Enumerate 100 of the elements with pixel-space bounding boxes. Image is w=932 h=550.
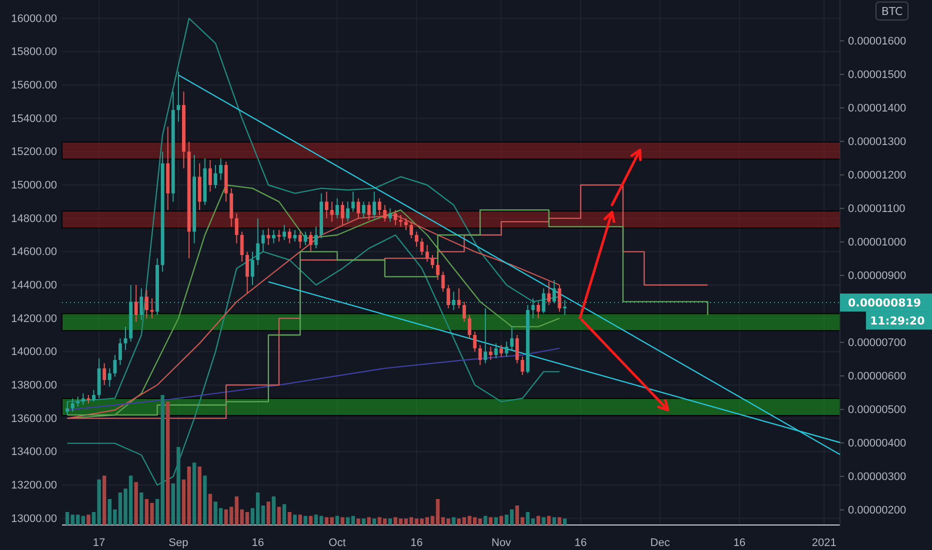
bar — [102, 476, 106, 525]
candlestick — [478, 344, 482, 366]
y2-tick-label: 0.00000500 — [848, 404, 906, 416]
candlestick — [288, 228, 292, 244]
x-tick-label: 16 — [574, 537, 587, 550]
candlestick — [298, 231, 302, 249]
candlestick — [394, 210, 398, 226]
y2-tick-label: 0.00000900 — [848, 270, 906, 282]
y2-tick-label: 0.00000600 — [848, 370, 906, 382]
candlestick — [500, 344, 503, 358]
candlestick — [246, 251, 249, 294]
bar — [542, 517, 546, 525]
candlestick — [420, 238, 424, 256]
bar — [266, 502, 270, 525]
candlestick — [462, 301, 466, 322]
candlestick — [76, 396, 80, 408]
candlestick — [362, 201, 366, 219]
candlestick — [250, 251, 254, 286]
y-tick-label: 16000.00 — [11, 12, 57, 25]
bar — [86, 514, 90, 525]
y-tick-label: 13200.00 — [11, 480, 57, 492]
x-tick-label: Sep — [168, 537, 188, 550]
bar — [452, 517, 456, 525]
y2-tick-label: 0.00000400 — [848, 437, 906, 450]
bar — [494, 517, 498, 525]
candlestick — [256, 218, 260, 266]
x-tick-label: 16 — [410, 537, 423, 550]
bar — [203, 476, 207, 525]
candlestick — [330, 201, 334, 222]
y-tick-label: 14800.00 — [11, 212, 57, 225]
candlestick — [92, 390, 96, 402]
candlestick — [314, 226, 318, 249]
x-tick-label: 16 — [252, 537, 264, 550]
candlestick — [367, 201, 371, 220]
bar — [277, 506, 281, 525]
candlestick — [356, 198, 360, 219]
candlestick — [404, 218, 408, 230]
y-tick-label: 14000.00 — [11, 346, 57, 358]
bar — [261, 506, 265, 525]
bar — [362, 518, 366, 525]
line-series — [66, 234, 560, 486]
y2-tick-label: 0.00001300 — [848, 136, 906, 148]
candlestick — [81, 392, 85, 406]
candlestick — [436, 261, 440, 280]
candlestick — [425, 244, 429, 262]
bar — [134, 482, 138, 525]
bar — [372, 518, 376, 525]
candlestick — [383, 204, 387, 222]
candlestick — [504, 341, 508, 358]
bar — [282, 504, 286, 525]
x-tick-label: 16 — [733, 537, 746, 550]
y-tick-label: 13600.00 — [11, 412, 57, 425]
bar — [388, 518, 392, 525]
bar — [547, 516, 551, 525]
candlestick — [335, 198, 339, 219]
candlestick — [324, 191, 328, 219]
bar — [499, 516, 504, 525]
bar — [340, 517, 344, 525]
x-tick-label: Dec — [650, 537, 670, 550]
candlestick — [515, 334, 519, 364]
candlestick — [266, 228, 270, 246]
x-tick-label: 17 — [92, 537, 106, 550]
candlestick — [304, 231, 308, 246]
candlestick — [536, 301, 540, 319]
bar — [488, 517, 493, 525]
y2-tick-label: 0.00001100 — [848, 202, 906, 215]
bar — [288, 512, 292, 525]
bar — [552, 517, 556, 525]
bar — [356, 518, 360, 525]
y2-tick-label: 0.00001500 — [848, 68, 906, 81]
bar — [208, 494, 212, 525]
y-tick-label: 13800.00 — [11, 380, 57, 392]
candlestick — [372, 191, 376, 219]
y-tick-label: 15400.00 — [11, 112, 57, 125]
candlestick — [219, 158, 222, 180]
candlestick — [473, 331, 477, 352]
candlestick — [410, 221, 414, 239]
y2-tick-label: 0.00000200 — [848, 504, 906, 516]
text: BTC — [881, 5, 903, 18]
y-tick-label: 15600.00 — [11, 80, 57, 92]
candlestick — [144, 290, 148, 319]
bar — [478, 518, 482, 525]
candlestick — [234, 212, 238, 244]
x-tick-label: 2021 — [812, 537, 836, 550]
y2-tick-label: 0.00000300 — [848, 470, 906, 483]
bar — [166, 402, 170, 525]
line-series — [66, 18, 560, 402]
ref-line-label: 0.00000819 — [848, 296, 922, 310]
bar — [304, 516, 308, 525]
candlestick — [414, 231, 418, 248]
y2-tick-label: 0.00000700 — [848, 336, 906, 349]
bar — [293, 514, 297, 525]
bar — [558, 517, 562, 525]
candlestick — [399, 214, 402, 228]
bar — [335, 516, 340, 525]
candlestick — [134, 284, 138, 322]
candlestick — [261, 230, 265, 252]
y-tick-label: 14400.00 — [11, 280, 57, 292]
text: 11:29:20 — [870, 314, 926, 328]
candlestick — [70, 398, 74, 412]
